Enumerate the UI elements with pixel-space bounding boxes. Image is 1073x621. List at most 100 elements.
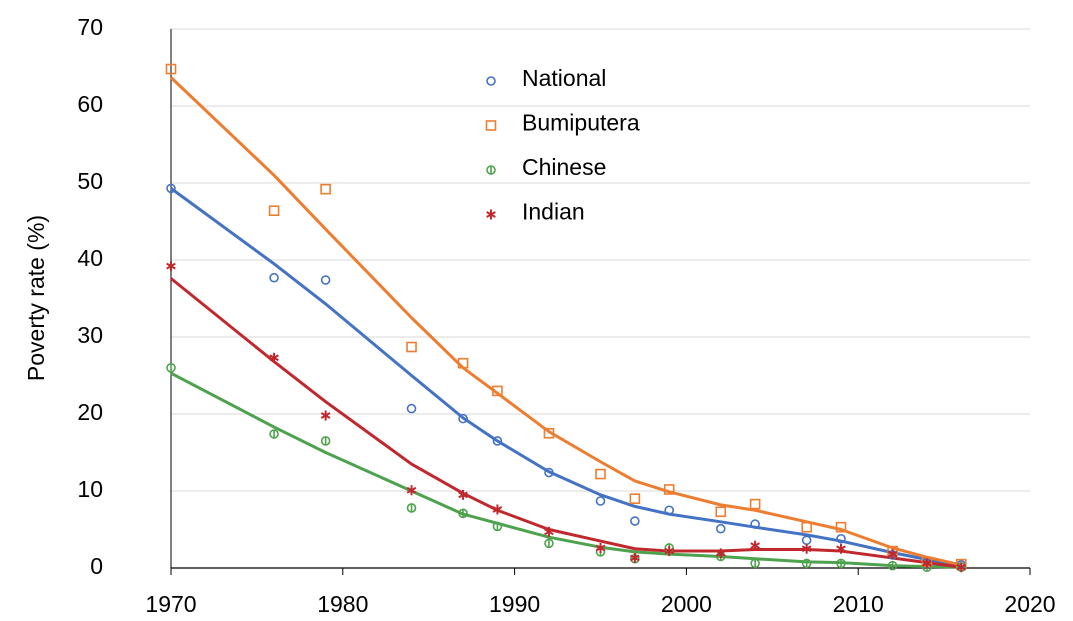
point <box>457 357 469 369</box>
trend-line <box>170 371 962 569</box>
trend-line <box>170 187 962 568</box>
marker-shape <box>835 521 847 533</box>
legend-label: Chinese <box>522 154 606 180</box>
point <box>485 120 497 131</box>
point <box>486 209 496 220</box>
point <box>543 427 555 439</box>
x-tick-label: 2020 <box>1004 591 1055 617</box>
point <box>544 467 554 478</box>
point <box>320 183 331 195</box>
point <box>922 558 932 569</box>
point <box>595 468 606 480</box>
legend-label: Bumiputera <box>522 110 640 136</box>
point <box>268 205 280 217</box>
marker-shape <box>715 506 727 518</box>
point <box>629 493 641 505</box>
point <box>715 506 727 518</box>
y-tick-label: 60 <box>77 91 103 117</box>
point <box>320 275 331 285</box>
marker-shape <box>486 76 496 86</box>
x-tick-label: 2010 <box>833 591 884 617</box>
marker-shape <box>485 120 497 131</box>
marker-shape <box>750 542 760 550</box>
marker-shape <box>492 385 503 397</box>
point <box>492 385 503 397</box>
marker-shape <box>663 484 675 495</box>
y-axis-label: Poverty rate (%) <box>23 215 49 381</box>
marker-shape <box>887 550 898 558</box>
marker-shape <box>269 272 279 283</box>
point <box>801 535 812 546</box>
point <box>836 533 846 544</box>
point <box>836 543 846 554</box>
point <box>492 436 503 446</box>
point <box>887 560 898 571</box>
y-tick-label: 30 <box>77 322 103 348</box>
marker-shape <box>715 523 726 534</box>
marker-shape <box>486 211 496 218</box>
point <box>956 562 967 573</box>
marker-shape <box>320 275 331 285</box>
point <box>166 261 176 272</box>
point <box>320 410 331 421</box>
marker-shape <box>595 468 606 480</box>
marker-shape <box>750 519 760 529</box>
marker-shape <box>801 545 812 553</box>
x-tick-label: 1970 <box>145 591 196 617</box>
point <box>406 503 417 513</box>
marker-shape <box>922 560 932 567</box>
marker-shape <box>166 262 176 270</box>
legend-item: Bumiputera <box>485 110 640 136</box>
x-tick-label: 1990 <box>489 591 540 617</box>
marker-shape <box>492 506 503 513</box>
marker-shape <box>595 496 606 506</box>
point <box>801 521 812 533</box>
marker-shape <box>320 412 331 419</box>
marker-shape <box>836 545 846 553</box>
trend-line <box>169 76 962 567</box>
marker-shape <box>406 341 417 353</box>
point <box>320 436 331 446</box>
point <box>749 498 761 510</box>
point <box>664 546 675 557</box>
y-tick-label: 0 <box>90 553 103 579</box>
y-tick-label: 70 <box>77 14 103 40</box>
marker-shape <box>406 403 417 414</box>
marker-shape <box>543 427 555 439</box>
point <box>801 558 812 569</box>
y-tick-label: 40 <box>77 245 103 271</box>
point <box>663 484 675 495</box>
point <box>887 549 898 560</box>
point <box>486 76 496 86</box>
point <box>165 63 177 75</box>
x-tick-label: 2000 <box>661 591 712 617</box>
point <box>458 489 468 500</box>
point <box>750 558 760 569</box>
marker-shape <box>801 521 812 533</box>
marker-shape <box>630 554 640 562</box>
marker-shape <box>749 498 761 510</box>
point <box>406 341 417 353</box>
trend-line <box>170 277 962 569</box>
point <box>750 540 760 551</box>
marker-shape <box>629 493 641 505</box>
marker-shape <box>630 516 640 526</box>
marker-shape <box>166 183 176 194</box>
marker-shape <box>406 486 417 494</box>
point <box>595 496 606 506</box>
marker-shape <box>165 63 177 75</box>
x-tick-label: 1980 <box>317 591 368 617</box>
point <box>595 542 606 553</box>
marker-shape <box>664 505 675 516</box>
point <box>166 362 176 373</box>
y-tick-label: 10 <box>77 476 103 502</box>
legend-label: Indian <box>522 199 585 225</box>
point <box>492 504 503 515</box>
marker-shape <box>320 183 331 195</box>
legend-label: National <box>522 65 606 91</box>
point <box>715 548 726 559</box>
point <box>544 526 554 537</box>
y-tick-label: 20 <box>77 399 103 425</box>
point <box>269 272 279 283</box>
